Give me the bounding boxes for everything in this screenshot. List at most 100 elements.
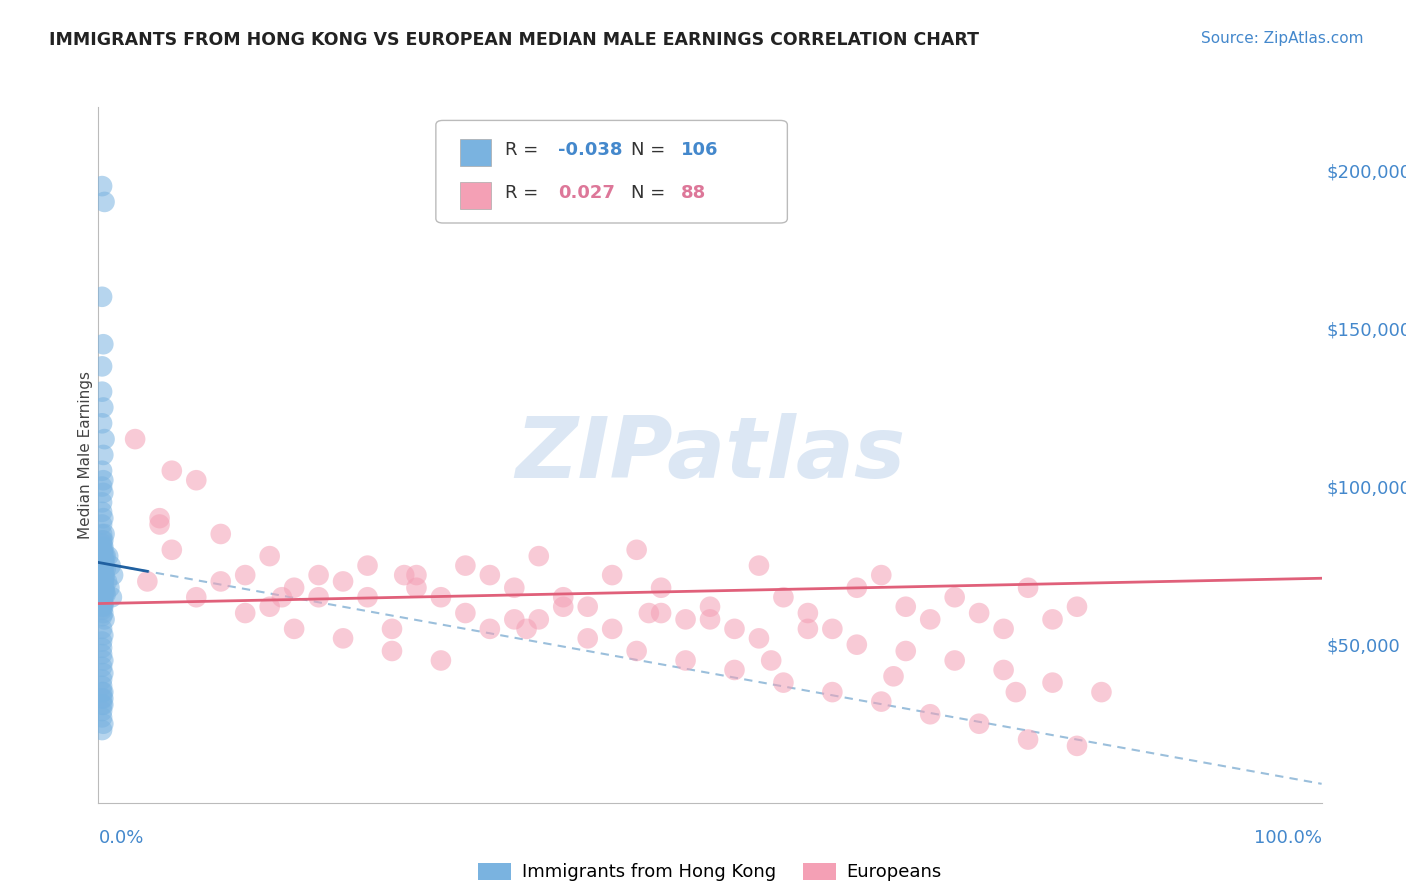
Point — [94, 549, 117, 563]
Point — [454, 606, 477, 620]
Point — [967, 606, 990, 620]
Point — [699, 612, 721, 626]
Point — [91, 179, 114, 194]
Point — [93, 583, 115, 598]
Point — [93, 549, 115, 563]
Point — [553, 591, 575, 605]
Point — [233, 568, 256, 582]
Legend: Immigrants from Hong Kong, Europeans: Immigrants from Hong Kong, Europeans — [470, 854, 950, 890]
Point — [149, 517, 172, 532]
Point — [91, 653, 114, 667]
Point — [821, 622, 844, 636]
Point — [93, 571, 115, 585]
Point — [91, 581, 114, 595]
Point — [91, 603, 114, 617]
Point — [967, 716, 990, 731]
Point — [91, 565, 114, 579]
Point — [186, 473, 208, 487]
Point — [209, 574, 232, 589]
Point — [91, 660, 114, 674]
Point — [93, 587, 115, 601]
Point — [91, 558, 114, 573]
Point — [920, 612, 942, 626]
Point — [1017, 581, 1039, 595]
Point — [308, 568, 330, 582]
Point — [270, 591, 294, 605]
Point — [91, 473, 114, 487]
Point — [91, 685, 114, 699]
Point — [91, 417, 114, 431]
Point — [91, 583, 114, 598]
Point — [883, 669, 905, 683]
Point — [91, 552, 114, 566]
Point — [894, 599, 917, 614]
Text: 100.0%: 100.0% — [1254, 829, 1322, 847]
Point — [650, 581, 672, 595]
Point — [91, 571, 114, 585]
Point — [91, 577, 114, 591]
Text: 0.027: 0.027 — [558, 184, 614, 202]
Text: 0.0%: 0.0% — [98, 829, 143, 847]
Text: N =: N = — [631, 184, 671, 202]
Point — [527, 612, 550, 626]
Point — [233, 606, 256, 620]
Point — [91, 698, 114, 712]
Point — [356, 558, 378, 573]
Point — [1004, 685, 1026, 699]
Point — [91, 511, 114, 525]
Point — [259, 599, 281, 614]
Point — [405, 581, 427, 595]
Point — [149, 511, 172, 525]
Point — [91, 609, 114, 624]
Point — [93, 581, 115, 595]
Point — [91, 290, 114, 304]
Point — [478, 622, 501, 636]
Point — [91, 640, 114, 655]
Point — [91, 691, 114, 706]
Point — [97, 549, 120, 563]
Point — [91, 571, 114, 585]
Point — [93, 527, 115, 541]
Point — [91, 581, 114, 595]
Point — [723, 622, 745, 636]
Point — [91, 527, 114, 541]
Point — [723, 663, 745, 677]
Point — [576, 599, 599, 614]
Text: 88: 88 — [681, 184, 706, 202]
Point — [124, 432, 146, 446]
Point — [94, 562, 117, 576]
Point — [748, 558, 770, 573]
Text: Source: ZipAtlas.com: Source: ZipAtlas.com — [1201, 31, 1364, 46]
Point — [91, 574, 114, 589]
Point — [91, 583, 114, 598]
Text: R =: R = — [505, 184, 544, 202]
Point — [430, 653, 453, 667]
Point — [91, 599, 114, 614]
Point — [748, 632, 770, 646]
Point — [186, 591, 208, 605]
Point — [91, 384, 114, 399]
Point — [920, 707, 942, 722]
Point — [91, 647, 114, 661]
Point — [91, 359, 114, 374]
Point — [91, 685, 114, 699]
Point — [91, 587, 114, 601]
Point — [91, 546, 114, 560]
Point — [405, 568, 427, 582]
Point — [993, 663, 1015, 677]
Point — [91, 710, 114, 724]
Point — [1042, 612, 1064, 626]
Point — [136, 574, 159, 589]
Point — [160, 542, 183, 557]
Point — [308, 591, 330, 605]
Point — [553, 599, 575, 614]
Point — [91, 591, 114, 605]
Point — [91, 597, 114, 611]
Point — [91, 591, 114, 605]
Text: IMMIGRANTS FROM HONG KONG VS EUROPEAN MEDIAN MALE EARNINGS CORRELATION CHART: IMMIGRANTS FROM HONG KONG VS EUROPEAN ME… — [49, 31, 979, 49]
Point — [91, 716, 114, 731]
Point — [332, 574, 354, 589]
Point — [381, 622, 404, 636]
Point — [91, 691, 114, 706]
Point — [91, 679, 114, 693]
